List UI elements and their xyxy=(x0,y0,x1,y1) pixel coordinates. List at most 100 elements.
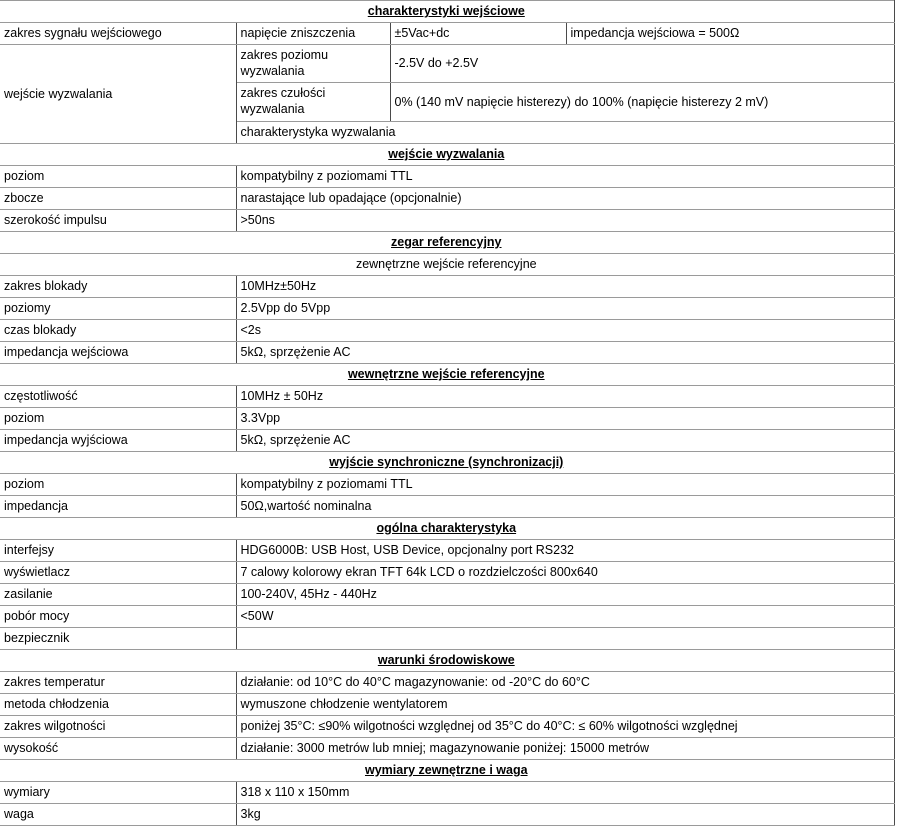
table-row: waga 3kg xyxy=(0,802,895,826)
section-title: wewnętrzne wejście referencyjne xyxy=(347,366,545,381)
section-header-sync-output: wyjście synchroniczne (synchronizacji) xyxy=(0,450,895,474)
row-sublabel: zakres czułości wyzwalania xyxy=(236,82,391,122)
section-title: ogólna charakterystyka xyxy=(376,520,517,535)
row-label: impedancja wyjściowa xyxy=(0,428,237,452)
row-label: zakres sygnału wejściowego xyxy=(0,22,237,45)
row-value: 10MHz±50Hz xyxy=(236,274,895,298)
table-row: wejście wyzwalania zakres poziomu wyzwal… xyxy=(0,43,895,144)
row-value: <2s xyxy=(236,318,895,342)
table-row: czas blokady <2s xyxy=(0,318,895,342)
row-label: zakres blokady xyxy=(0,274,237,298)
row-label: bezpiecznik xyxy=(0,626,237,650)
row-label: wejście wyzwalania xyxy=(0,44,237,144)
table-row: zasilanie 100-240V, 45Hz - 440Hz xyxy=(0,582,895,606)
row-value: 7 calowy kolorowy ekran TFT 64k LCD o ro… xyxy=(236,560,895,584)
row-value: 3kg xyxy=(236,802,895,826)
row-label: wymiary xyxy=(0,780,237,804)
row-value: 50Ω,wartość nominalna xyxy=(236,494,895,518)
section-subheader-cell: zewnętrzne wejście referencyjne xyxy=(0,252,895,276)
section-header-cell: wewnętrzne wejście referencyjne xyxy=(0,362,895,386)
row-label: interfejsy xyxy=(0,538,237,562)
row-label: szerokość impulsu xyxy=(0,208,237,232)
row-sublabel: zakres poziomu wyzwalania xyxy=(236,43,391,84)
row-label: poziom xyxy=(0,164,237,188)
row-value: 5kΩ, sprzężenie AC xyxy=(236,428,895,452)
row-value: 3.3Vpp xyxy=(236,406,895,430)
row-label: zbocze xyxy=(0,186,237,210)
row-value: poniżej 35°C: ≤90% wilgotności względnej… xyxy=(236,714,895,738)
table-row: wyświetlacz 7 calowy kolorowy ekran TFT … xyxy=(0,560,895,584)
section-header-general-characteristics: ogólna charakterystyka xyxy=(0,516,895,540)
row-value: 318 x 110 x 150mm xyxy=(236,780,895,804)
row-value xyxy=(236,626,895,650)
row-label: metoda chłodzenia xyxy=(0,692,237,716)
row-value: <50W xyxy=(236,604,895,628)
row-label: zakres temperatur xyxy=(0,670,237,694)
section-title: charakterystyki wejściowe xyxy=(367,4,525,19)
section-title: wyjście synchroniczne (synchronizacji) xyxy=(329,454,564,469)
row-value: działanie: od 10°C do 40°C magazynowanie… xyxy=(236,670,895,694)
section-header-trigger-input: wejście wyzwalania xyxy=(0,142,895,166)
section-header-cell: ogólna charakterystyka xyxy=(0,516,895,540)
row-label: impedancja wejściowa xyxy=(0,340,237,364)
section-header-cell: charakterystyki wejściowe xyxy=(0,0,895,23)
row-value: 5kΩ, sprzężenie AC xyxy=(236,340,895,364)
table-row: zakres wilgotności poniżej 35°C: ≤90% wi… xyxy=(0,714,895,738)
table-row: poziom 3.3Vpp xyxy=(0,406,895,430)
table-row: zakres blokady 10MHz±50Hz xyxy=(0,274,895,298)
row-value: działanie: 3000 metrów lub mniej; magazy… xyxy=(236,736,895,760)
row-value: 0% (140 mV napięcie histerezy) do 100% (… xyxy=(390,82,895,122)
row-sublabel: charakterystyka wyzwalania xyxy=(236,120,895,144)
row-value: HDG6000B: USB Host, USB Device, opcjonal… xyxy=(236,538,895,562)
table-row: zakres temperatur działanie: od 10°C do … xyxy=(0,670,895,694)
section-header-cell: warunki środowiskowe xyxy=(0,648,895,672)
section-title: zegar referencyjny xyxy=(391,234,502,249)
section-header-reference-clock: zegar referencyjny xyxy=(0,230,895,254)
row-label: zasilanie xyxy=(0,582,237,606)
table-row: pobór mocy <50W xyxy=(0,604,895,628)
section-header-internal-reference: wewnętrzne wejście referencyjne xyxy=(0,362,895,386)
row-sublabel: napięcie zniszczenia xyxy=(236,22,391,45)
section-header-cell: zegar referencyjny xyxy=(0,230,895,254)
row-label: waga xyxy=(0,802,237,826)
table-row: bezpiecznik xyxy=(0,626,895,650)
row-label: wysokość xyxy=(0,736,237,760)
table-row: poziom kompatybilny z poziomami TTL xyxy=(0,164,895,188)
row-value: kompatybilny z poziomami TTL xyxy=(236,164,895,188)
row-value: 2.5Vpp do 5Vpp xyxy=(236,296,895,320)
section-subheader-external-reference: zewnętrzne wejście referencyjne xyxy=(0,252,895,276)
table-row: częstotliwość 10MHz ± 50Hz xyxy=(0,384,895,408)
row-label: częstotliwość xyxy=(0,384,237,408)
section-header-dimensions-weight: wymiary zewnętrzne i waga xyxy=(0,758,895,782)
section-header-environmental-conditions: warunki środowiskowe xyxy=(0,648,895,672)
table-row: wysokość działanie: 3000 metrów lub mnie… xyxy=(0,736,895,760)
section-header-cell: wyjście synchroniczne (synchronizacji) xyxy=(0,450,895,474)
table-row: impedancja wyjściowa 5kΩ, sprzężenie AC xyxy=(0,428,895,452)
row-value: 100-240V, 45Hz - 440Hz xyxy=(236,582,895,606)
section-header-input-characteristics: charakterystyki wejściowe xyxy=(0,0,895,23)
table-row: wymiary 318 x 110 x 150mm xyxy=(0,780,895,804)
section-title: wymiary zewnętrzne i waga xyxy=(364,762,528,777)
table-row: impedancja wejściowa 5kΩ, sprzężenie AC xyxy=(0,340,895,364)
row-value: 10MHz ± 50Hz xyxy=(236,384,895,408)
row-value: narastające lub opadające (opcjonalnie) xyxy=(236,186,895,210)
section-header-cell: wymiary zewnętrzne i waga xyxy=(0,758,895,782)
row-value: kompatybilny z poziomami TTL xyxy=(236,472,895,496)
row-label: impedancja xyxy=(0,494,237,518)
table-row: zakres czułości wyzwalania 0% (140 mV na… xyxy=(0,82,895,122)
table-row: szerokość impulsu >50ns xyxy=(0,208,895,232)
row-value: -2.5V do +2.5V xyxy=(390,43,895,84)
row-label: poziom xyxy=(0,406,237,430)
section-subtitle: zewnętrzne wejście referencyjne xyxy=(355,256,537,271)
table-row: zbocze narastające lub opadające (opcjon… xyxy=(0,186,895,210)
table-row: poziomy 2.5Vpp do 5Vpp xyxy=(0,296,895,320)
row-label: zakres wilgotności xyxy=(0,714,237,738)
row-value-secondary: impedancja wejściowa = 500Ω xyxy=(566,22,895,45)
row-label: poziomy xyxy=(0,296,237,320)
row-value: wymuszone chłodzenie wentylatorem xyxy=(236,692,895,716)
table-row: impedancja 50Ω,wartość nominalna xyxy=(0,494,895,518)
table-row: metoda chłodzenia wymuszone chłodzenie w… xyxy=(0,692,895,716)
table-row: zakres sygnału wejściowego napięcie znis… xyxy=(0,22,895,45)
row-label: pobór mocy xyxy=(0,604,237,628)
row-label: wyświetlacz xyxy=(0,560,237,584)
